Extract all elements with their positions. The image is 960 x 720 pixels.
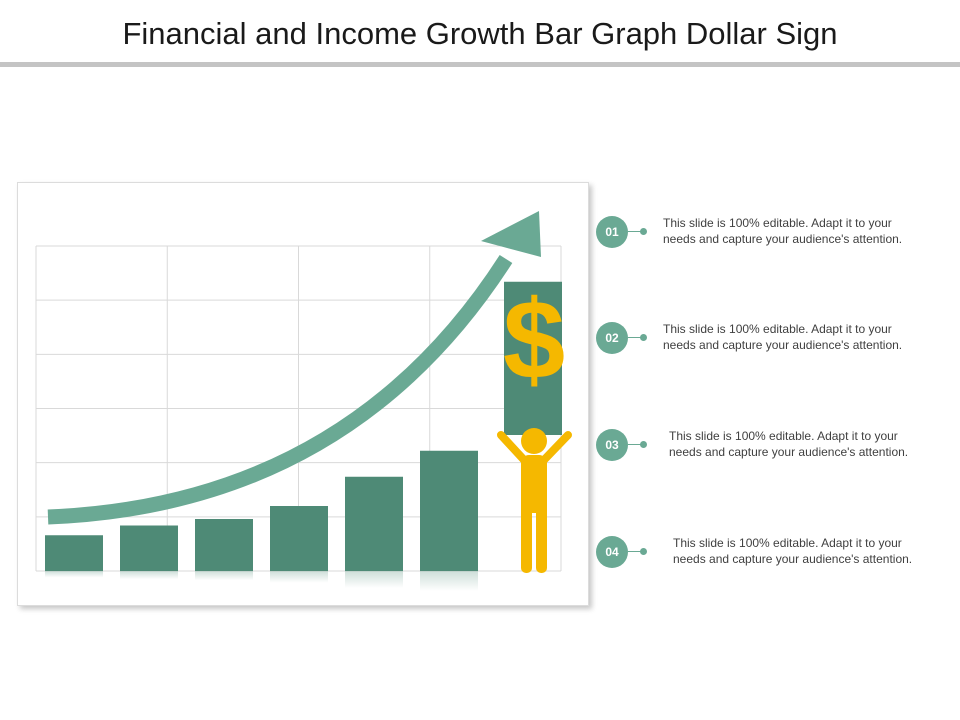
step-number-badge: 01 xyxy=(596,216,628,248)
connector-dot-icon xyxy=(640,548,647,555)
arrow-head-icon xyxy=(481,211,541,257)
step-description: This slide is 100% editable. Adapt it to… xyxy=(669,428,959,460)
held-bar-group xyxy=(504,281,562,435)
bar-reflection xyxy=(45,571,103,578)
held-growth-bar xyxy=(504,281,562,435)
step-number-badge: 04 xyxy=(596,536,628,568)
connector-dot-icon xyxy=(640,228,647,235)
step-text-line: This slide is 100% editable. Adapt it to… xyxy=(673,536,902,550)
step-text-line: needs and capture your audience's attent… xyxy=(663,232,903,246)
step-number-badge: 03 xyxy=(596,429,628,461)
step-text-line: needs and capture your audience's attent… xyxy=(673,552,913,566)
connector-line xyxy=(628,231,642,232)
step-number-badge: 02 xyxy=(596,322,628,354)
growth-bar xyxy=(345,476,403,571)
connector-dot-icon xyxy=(640,334,647,341)
title-divider xyxy=(0,62,960,67)
bar-reflection xyxy=(345,571,403,588)
bar-reflection xyxy=(120,571,178,580)
growth-chart-graphic: $ xyxy=(35,211,572,591)
connector-dot-icon xyxy=(640,441,647,448)
person-icon xyxy=(497,428,572,573)
step-description: This slide is 100% editable. Adapt it to… xyxy=(673,535,960,567)
slide-title: Financial and Income Growth Bar Graph Do… xyxy=(122,16,838,51)
step-text-line: needs and capture your audience's attent… xyxy=(669,445,909,459)
step-description: This slide is 100% editable. Adapt it to… xyxy=(663,321,953,353)
dollar-sign-icon: $ xyxy=(503,277,565,402)
step-text-line: This slide is 100% editable. Adapt it to… xyxy=(663,322,892,336)
connector-line xyxy=(628,444,642,445)
step-description: This slide is 100% editable. Adapt it to… xyxy=(663,215,953,247)
growth-bar xyxy=(270,506,328,571)
step-text-line: needs and capture your audience's attent… xyxy=(663,338,903,352)
growth-arrow-icon xyxy=(47,254,513,525)
step-text-line: This slide is 100% editable. Adapt it to… xyxy=(663,216,892,230)
growth-bar xyxy=(195,519,253,571)
growth-bar xyxy=(120,525,178,571)
connector-line xyxy=(628,551,642,552)
bar-reflection xyxy=(420,571,478,591)
connector-line xyxy=(628,337,642,338)
bar-reflection xyxy=(195,571,253,581)
bars xyxy=(45,450,478,591)
step-text-line: This slide is 100% editable. Adapt it to… xyxy=(669,429,898,443)
bar-reflection xyxy=(270,571,328,583)
chart-frame: $ xyxy=(17,182,589,606)
growth-bar xyxy=(420,450,478,571)
growth-bar xyxy=(45,535,103,571)
